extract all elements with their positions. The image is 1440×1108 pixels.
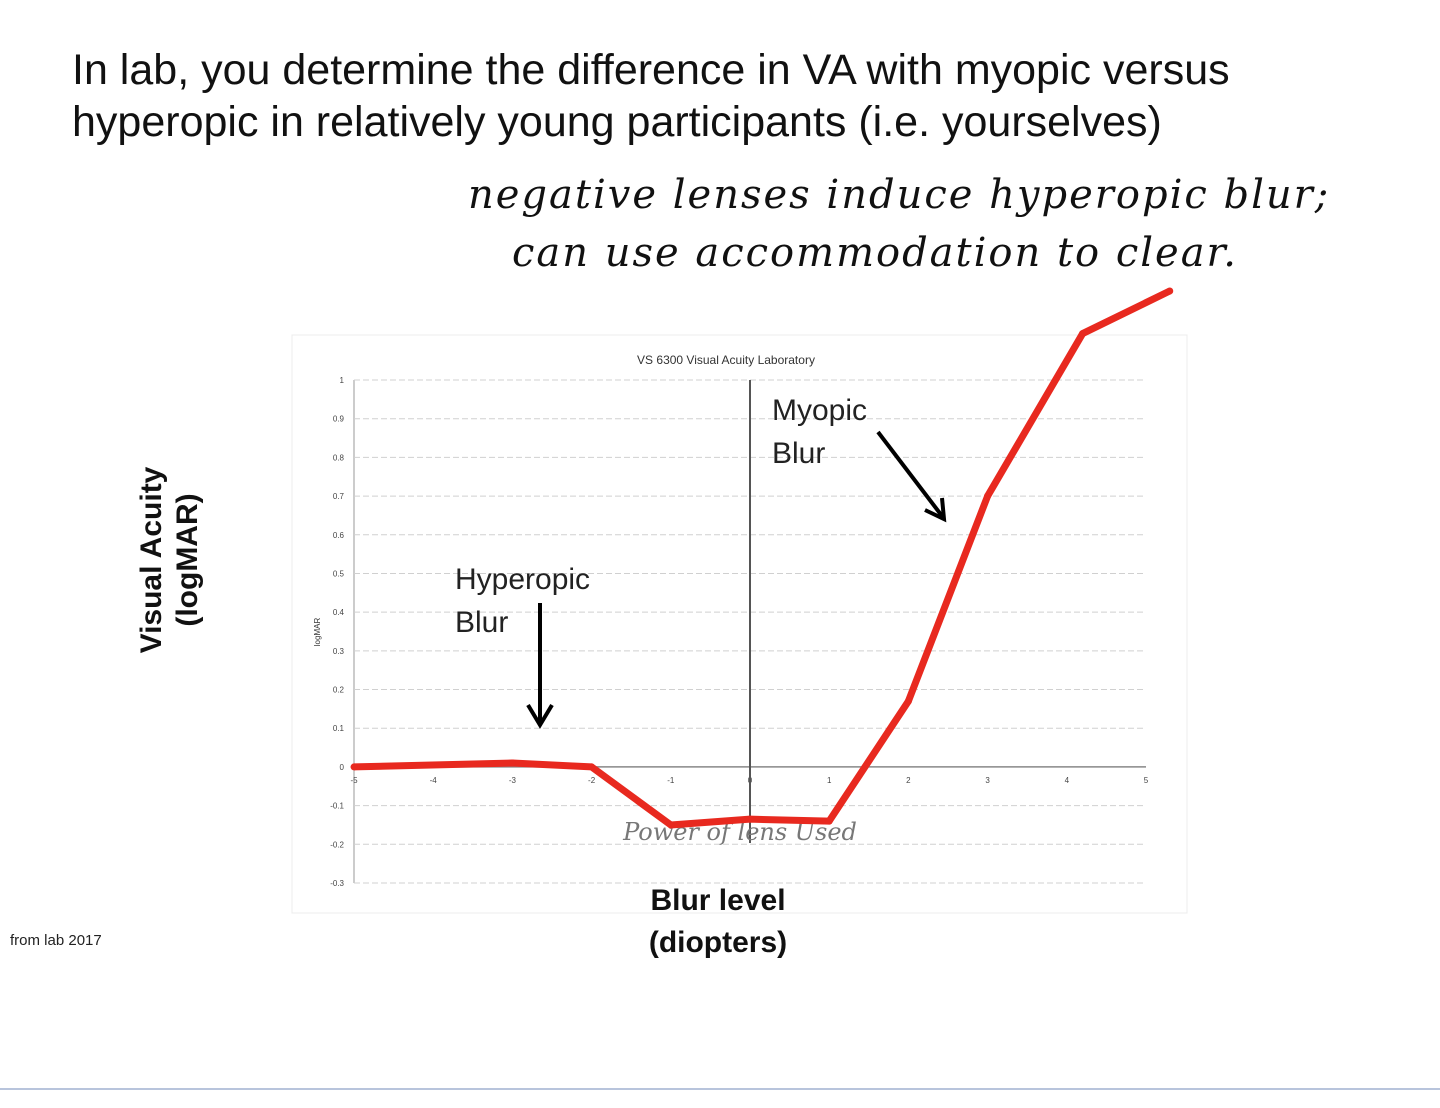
hyperopic-annotation: Hyperopic Blur — [455, 563, 590, 729]
x-tick-label: -2 — [588, 776, 596, 785]
data-point — [746, 815, 754, 823]
slide-title: In lab, you determine the difference in … — [72, 46, 1230, 146]
x-tick-label: 4 — [1065, 776, 1070, 785]
y-tick-label: -0.2 — [330, 840, 344, 849]
data-point — [1166, 287, 1174, 295]
y-tick-label: 0.9 — [333, 415, 345, 424]
hyperopic-label-1: Hyperopic — [455, 563, 590, 596]
x-tick-label: 5 — [1144, 776, 1149, 785]
x-tick-label: -4 — [430, 776, 438, 785]
x-tick-label: -5 — [350, 776, 358, 785]
chart-title: VS 6300 Visual Acuity Laboratory — [637, 353, 815, 367]
y-tick-label: 0.8 — [333, 453, 345, 462]
footnote: from lab 2017 — [10, 932, 102, 949]
data-point — [350, 763, 358, 771]
myopic-annotation: Myopic Blur — [772, 394, 947, 523]
diagonal-arrow-icon — [876, 430, 944, 518]
handwritten-note-line1: negative lenses induce hyperopic blur; — [468, 172, 1331, 218]
data-point — [1079, 330, 1087, 338]
data-point — [984, 492, 992, 500]
x-tick-label: -3 — [509, 776, 517, 785]
y-tick-label: 0.2 — [333, 686, 345, 695]
series-line — [353, 287, 1172, 829]
y-tick-label: 1 — [340, 376, 345, 385]
y-tick-label: 0.3 — [333, 647, 345, 656]
data-point — [667, 821, 675, 829]
y-tick-label: 0.1 — [333, 724, 345, 733]
y-axis-label: Visual Acuity (logMAR) — [135, 466, 204, 654]
y-tick-label: 0.6 — [333, 531, 345, 540]
bottom-rule — [0, 1088, 1440, 1090]
arrowhead-icon — [924, 497, 947, 523]
y-tick-label: -0.3 — [330, 879, 344, 888]
x-tick-label: 2 — [906, 776, 911, 785]
myopic-label-2: Blur — [772, 437, 825, 470]
arrowhead-icon — [526, 703, 554, 729]
x-axis-label: Blur level (diopters) — [648, 884, 788, 959]
y-axis-small-label: logMAR — [313, 618, 322, 647]
y-tick-label: 0 — [340, 763, 345, 772]
data-point — [825, 817, 833, 825]
y-tick-label: 0.7 — [333, 492, 345, 501]
data-point — [904, 697, 912, 705]
handwritten-note-line2: can use accommodation to clear. — [512, 230, 1238, 276]
hyperopic-label-2: Blur — [455, 606, 508, 639]
data-point — [508, 759, 516, 767]
x-tick-label: 1 — [827, 776, 832, 785]
y-tick-label: -0.1 — [330, 802, 344, 811]
y-tick-label: 0.5 — [333, 569, 345, 578]
data-point — [588, 763, 596, 771]
x-tick-label: 3 — [985, 776, 990, 785]
myopic-label-1: Myopic — [772, 394, 867, 427]
x-tick-label: -1 — [667, 776, 675, 785]
y-tick-label: 0.4 — [333, 608, 345, 617]
